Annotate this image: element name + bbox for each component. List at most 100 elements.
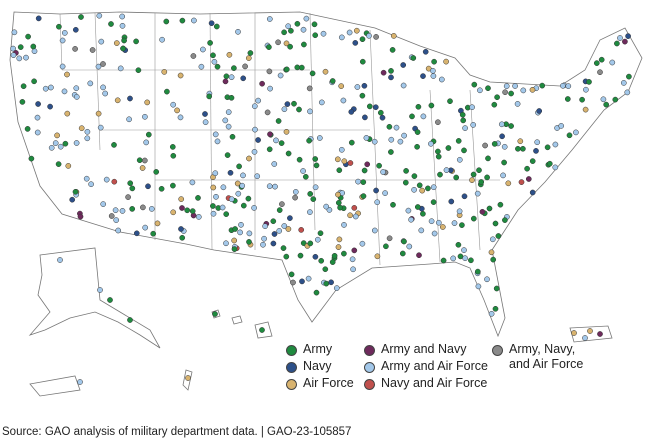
- location-dot: [448, 198, 455, 205]
- location-dot: [19, 99, 26, 105]
- location-dot: [416, 182, 423, 189]
- location-dot: [278, 140, 285, 146]
- location-dot: [108, 21, 114, 27]
- location-dot: [338, 83, 345, 89]
- location-dot: [560, 82, 566, 89]
- location-dot: [57, 257, 63, 263]
- location-dot: [35, 15, 42, 22]
- location-dot: [288, 271, 295, 278]
- location-dot: [246, 155, 252, 162]
- location-dot: [401, 238, 407, 245]
- location-dot: [77, 213, 84, 220]
- location-dot: [331, 252, 338, 259]
- location-dot: [408, 216, 414, 223]
- location-dot: [456, 208, 463, 215]
- location-dot: [435, 119, 441, 126]
- location-dot: [127, 317, 133, 323]
- location-dot: [296, 106, 302, 113]
- location-dot: [95, 63, 102, 70]
- location-dot: [351, 205, 358, 211]
- location-dot: [24, 126, 31, 132]
- legend-label: Navy and Air Force: [381, 376, 488, 390]
- location-dot: [373, 34, 379, 40]
- location-dot: [405, 207, 412, 214]
- location-dot: [313, 162, 320, 169]
- location-dot: [42, 85, 49, 92]
- location-dot: [409, 113, 415, 120]
- location-dot: [471, 81, 478, 88]
- location-dot: [164, 88, 170, 95]
- location-dot: [83, 175, 90, 182]
- location-dot: [488, 249, 495, 256]
- location-dot: [48, 144, 55, 151]
- location-dot: [309, 70, 316, 77]
- location-dot: [428, 102, 435, 109]
- location-dot: [145, 183, 151, 190]
- location-dot: [352, 213, 359, 220]
- location-dot: [305, 275, 312, 282]
- location-dot: [386, 235, 393, 242]
- location-dot: [525, 176, 532, 182]
- location-dot: [347, 160, 354, 166]
- location-dot: [236, 163, 242, 170]
- location-dot: [364, 161, 371, 168]
- location-dot: [366, 32, 372, 39]
- location-dot: [170, 182, 176, 189]
- location-dot: [312, 184, 319, 191]
- location-dot: [267, 131, 273, 138]
- location-dot: [48, 84, 54, 91]
- location-dot: [414, 143, 420, 150]
- location-dot: [271, 231, 278, 237]
- legend-swatch: [286, 362, 297, 373]
- location-dot: [260, 241, 266, 248]
- location-dot: [281, 223, 288, 229]
- location-dot: [440, 257, 447, 264]
- location-dot: [190, 53, 197, 59]
- location-dot: [302, 173, 309, 180]
- location-dot: [290, 279, 296, 286]
- location-dot: [275, 39, 281, 46]
- location-dot: [61, 30, 68, 36]
- location-dot: [301, 41, 307, 48]
- location-dot: [179, 205, 185, 211]
- location-dot: [224, 152, 231, 158]
- location-dot: [284, 101, 291, 107]
- location-dot: [322, 266, 329, 273]
- location-dot: [288, 27, 294, 34]
- location-dot: [366, 103, 373, 110]
- location-dot: [112, 207, 119, 214]
- location-dot: [247, 50, 254, 56]
- location-dot: [348, 139, 355, 146]
- location-dot: [17, 44, 24, 50]
- location-dot: [573, 129, 579, 136]
- location-dot: [583, 86, 589, 93]
- location-dot: [447, 98, 453, 105]
- location-dot: [78, 14, 84, 20]
- location-dot: [430, 184, 437, 191]
- location-dot: [498, 121, 505, 128]
- location-dot: [490, 256, 497, 263]
- location-dot: [283, 40, 290, 47]
- location-dot: [73, 140, 80, 146]
- location-dot: [340, 97, 347, 104]
- location-dot: [28, 155, 35, 162]
- location-dot: [178, 196, 185, 202]
- legend-label: Army, Navy, and Air Force: [509, 342, 584, 371]
- location-dot: [363, 135, 370, 141]
- location-dot: [35, 101, 41, 107]
- location-dot: [184, 207, 191, 214]
- location-dot: [614, 40, 620, 47]
- location-dot: [220, 184, 227, 191]
- location-dot: [518, 179, 525, 185]
- legend-swatch: [364, 345, 375, 356]
- location-dot: [437, 171, 443, 178]
- location-dot: [219, 204, 226, 211]
- location-dot: [354, 84, 361, 90]
- location-dot: [300, 26, 307, 33]
- location-dot: [336, 236, 343, 243]
- location-dot: [410, 55, 417, 61]
- location-dot: [474, 190, 481, 197]
- location-dot: [371, 227, 378, 234]
- location-dot: [142, 113, 148, 120]
- location-dot: [414, 129, 421, 135]
